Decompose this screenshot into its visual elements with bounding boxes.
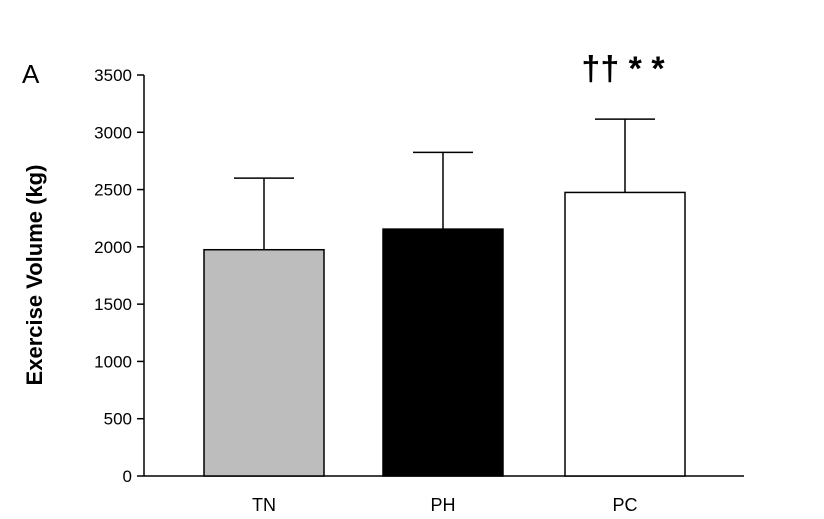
x-category-label: TN xyxy=(252,495,276,515)
y-tick-label: 3000 xyxy=(94,123,132,142)
bar-pc xyxy=(564,191,686,477)
bars xyxy=(203,191,686,477)
tick-labels: 0 500 1000 1500 2000 2500 3000 3500 TN PH PC xyxy=(94,66,637,515)
error-bars xyxy=(234,118,655,250)
bar-ph xyxy=(382,228,504,477)
y-tick-label: 1000 xyxy=(94,352,132,371)
x-category-label: PC xyxy=(612,495,637,515)
y-tick-label: 2500 xyxy=(94,181,132,200)
bar-tn xyxy=(203,248,325,477)
panel-label: A xyxy=(22,59,40,89)
y-tick-label: 3500 xyxy=(94,66,132,85)
y-tick-label: 500 xyxy=(104,410,132,429)
annotations: †† * * xyxy=(581,50,665,88)
significance-marker: †† * * xyxy=(581,50,665,88)
x-category-label: PH xyxy=(430,495,455,515)
y-tick-label: 0 xyxy=(123,467,132,486)
y-axis-title: Exercise Volume (kg) xyxy=(22,165,47,386)
y-tick-label: 2000 xyxy=(94,238,132,257)
y-tick-label: 1500 xyxy=(94,295,132,314)
